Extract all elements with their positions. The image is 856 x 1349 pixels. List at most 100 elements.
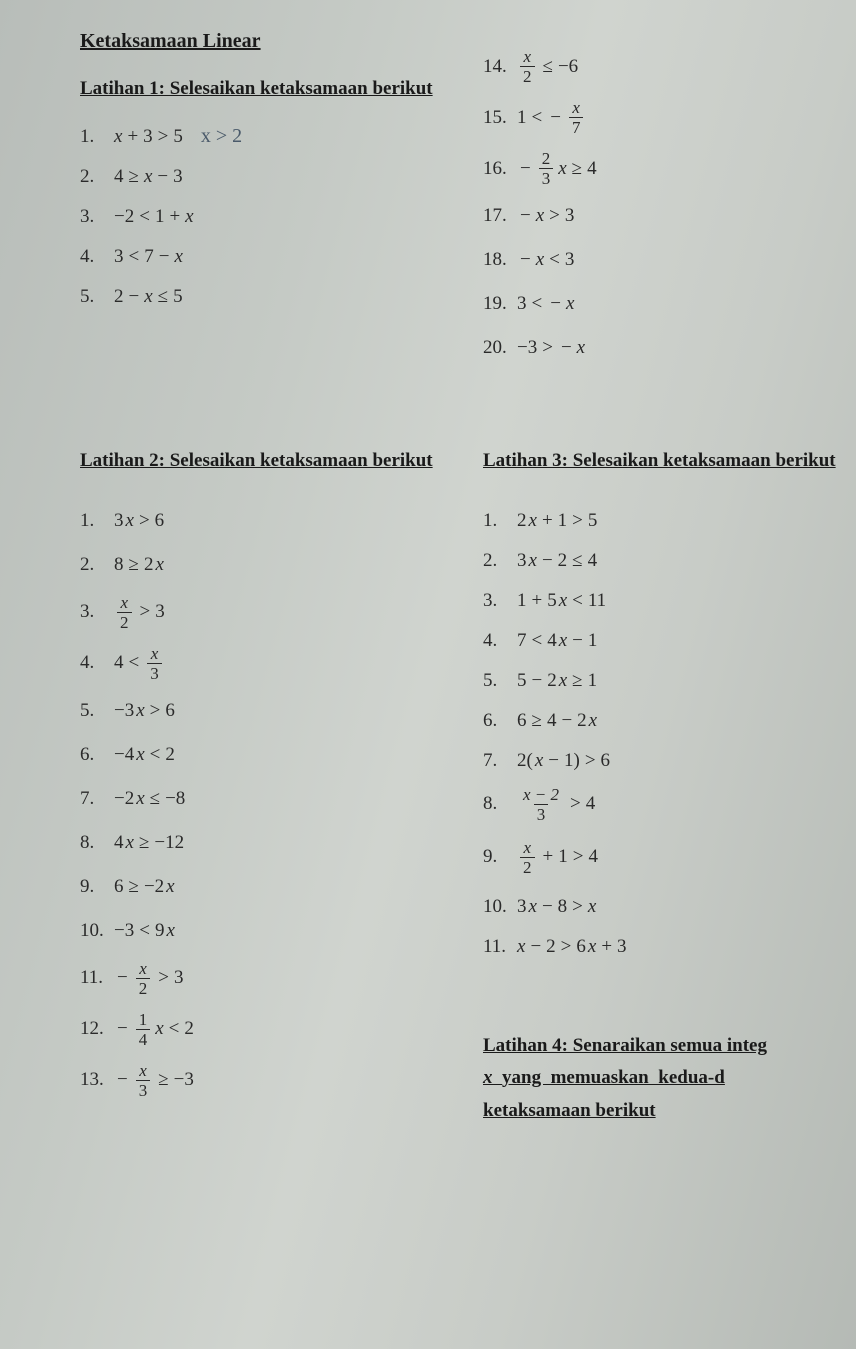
math-expr: x−2>6x+3	[517, 936, 627, 958]
math-expr: −2x≤−8	[114, 788, 185, 810]
block-2: Latihan 2: Selesaikan ketaksamaan beriku…	[80, 447, 836, 1131]
l3-item: 3x−2≤4	[483, 546, 836, 576]
fraction: x2	[520, 48, 535, 85]
math-expr: 6≥4−2x	[517, 710, 597, 732]
l1-item: 3<7−x	[80, 242, 433, 272]
l3-item: 6≥4−2x	[483, 706, 836, 736]
math-expr: 4≥x−3	[114, 166, 183, 188]
l1r-item: x2 ≤−6	[483, 48, 836, 85]
math-expr: x+3>5	[114, 126, 183, 148]
math-expr: 7<4x−1	[517, 630, 597, 652]
math-expr: 2−x≤5	[114, 286, 183, 308]
l2-item: 4x≥−12	[80, 828, 433, 858]
handwritten-note: x > 2	[201, 125, 242, 148]
l2-item: −x2>3	[80, 960, 433, 997]
l3-item: 1+5x<11	[483, 586, 836, 616]
latihan4-line3: ketaksamaan berikut	[483, 1097, 836, 1126]
latihan4-line1: Latihan 4: Senaraikan semua integ	[483, 1032, 836, 1061]
math-expr: 8≥2x	[114, 554, 164, 576]
l2-item: −3<9x	[80, 916, 433, 946]
latihan2-list: 3x>6 8≥2x x2>3 4<x3 −3x>6 −4x<2 −2x≤−8 4…	[80, 506, 433, 1099]
math-expr: 4<x3	[114, 645, 165, 682]
math-expr: x2+1>4	[517, 839, 598, 876]
l1-item: −2<1+x	[80, 202, 433, 232]
math-expr: −3x>6	[114, 700, 175, 722]
l1-item: 4≥x−3	[80, 162, 433, 192]
l2-item: −3x>6	[80, 696, 433, 726]
latihan3-list: 2x+1>5 3x−2≤4 1+5x<11 7<4x−1 5−2x≥1 6≥4−…	[483, 506, 836, 962]
latihan1-right-col: x2 ≤−6 1<− x7 − 23 x≥4	[473, 30, 836, 377]
math-expr: 3<−x	[517, 293, 574, 315]
l1-item: 2−x≤5	[80, 282, 433, 312]
l2-item: 8≥2x	[80, 550, 433, 580]
latihan1-left-col: Ketaksamaan Linear Latihan 1: Selesaikan…	[80, 30, 433, 377]
l1r-item: 1<− x7	[483, 99, 836, 136]
math-expr: −2<1+x	[114, 206, 194, 228]
math-expr: 6≥−2x	[114, 876, 175, 898]
math-expr: x2>3	[114, 594, 165, 631]
l2-item: −x3≥−3	[80, 1062, 433, 1099]
l3-item: 2(x−1)>6	[483, 746, 836, 776]
math-expr: 3<7−x	[114, 246, 183, 268]
l2-item: x2>3	[80, 594, 433, 631]
l3-item: 2x+1>5	[483, 506, 836, 536]
fraction: x7	[569, 99, 584, 136]
fraction: x3	[136, 1062, 151, 1099]
math-expr: −x2>3	[114, 960, 183, 997]
latihan1-heading: Latihan 1: Selesaikan ketaksamaan beriku…	[80, 75, 433, 104]
math-expr: −x<3	[517, 249, 574, 271]
math-expr: 3x−2≤4	[517, 550, 597, 572]
latihan2-col: Latihan 2: Selesaikan ketaksamaan beriku…	[80, 447, 433, 1131]
math-expr: 1<− x7	[517, 99, 586, 136]
l3-item: 3x−8>x	[483, 892, 836, 922]
math-expr: −x3≥−3	[114, 1062, 194, 1099]
latihan3-heading: Latihan 3: Selesaikan ketaksamaan beriku…	[483, 447, 836, 476]
math-expr: 2x+1>5	[517, 510, 597, 532]
latihan1-right-list: x2 ≤−6 1<− x7 − 23 x≥4	[483, 48, 836, 363]
math-expr: −14x<2	[114, 1011, 194, 1048]
l1r-item: −x>3	[483, 201, 836, 231]
latihan1-left-list: x+3>5 x > 2 4≥x−3 −2<1+x 3<7−x 2−x≤5	[80, 122, 433, 312]
l3-item: 7<4x−1	[483, 626, 836, 656]
l2-item: −4x<2	[80, 740, 433, 770]
math-expr: −3>−x	[517, 337, 585, 359]
l3-item: x − 23>4	[483, 786, 836, 823]
l1r-item: 3<−x	[483, 289, 836, 319]
fraction: x2	[117, 594, 132, 631]
l3-item: x−2>6x+3	[483, 932, 836, 962]
latihan4-block: Latihan 4: Senaraikan semua integ x yang…	[483, 1032, 836, 1126]
l3-item: x2+1>4	[483, 839, 836, 876]
fraction: x2	[136, 960, 151, 997]
l2-item: 6≥−2x	[80, 872, 433, 902]
math-expr: 4x≥−12	[114, 832, 184, 854]
block-1: Ketaksamaan Linear Latihan 1: Selesaikan…	[80, 30, 836, 377]
l1-item: x+3>5 x > 2	[80, 122, 433, 152]
math-expr: −4x<2	[114, 744, 175, 766]
math-expr: 2(x−1)>6	[517, 750, 610, 772]
l1r-item: − 23 x≥4	[483, 150, 836, 187]
fraction: 23	[539, 150, 554, 187]
l2-item: 3x>6	[80, 506, 433, 536]
l1r-item: −3>−x	[483, 333, 836, 363]
page: Ketaksamaan Linear Latihan 1: Selesaikan…	[80, 30, 836, 1131]
math-expr: x − 23>4	[517, 786, 595, 823]
math-expr: 1+5x<11	[517, 590, 606, 612]
fraction: 14	[136, 1011, 151, 1048]
l2-item: −2x≤−8	[80, 784, 433, 814]
latihan2-heading: Latihan 2: Selesaikan ketaksamaan beriku…	[80, 447, 433, 476]
math-expr: −x>3	[517, 205, 574, 227]
math-expr: −3<9x	[114, 920, 175, 942]
fraction: x3	[147, 645, 162, 682]
l1r-item: −x<3	[483, 245, 836, 275]
math-expr: 5−2x≥1	[517, 670, 597, 692]
math-expr: 3x−8>x	[517, 896, 596, 918]
latihan3-col: Latihan 3: Selesaikan ketaksamaan beriku…	[473, 447, 836, 1131]
main-title: Ketaksamaan Linear	[80, 30, 433, 53]
math-expr: x2 ≤−6	[517, 48, 578, 85]
l2-item: −14x<2	[80, 1011, 433, 1048]
fraction: x2	[520, 839, 535, 876]
math-expr: 3x>6	[114, 510, 164, 532]
math-expr: − 23 x≥4	[517, 150, 597, 187]
fraction: x − 23	[520, 786, 562, 823]
latihan4-line2: x yang memuaskan kedua-d	[483, 1064, 836, 1093]
